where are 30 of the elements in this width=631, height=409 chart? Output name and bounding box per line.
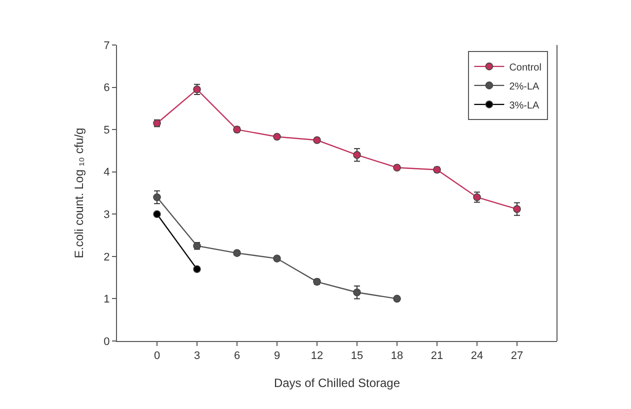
x-tick-label: 18 — [390, 350, 404, 362]
point — [193, 265, 201, 274]
legend-label: 2%-LA — [509, 81, 540, 92]
y-tick-label: 4 — [104, 166, 110, 179]
y-tick-label: 5 — [104, 124, 110, 136]
x-tick-label: 0 — [154, 350, 160, 362]
x-tick-label: 9 — [274, 350, 280, 362]
y-axis-title: E.coli count. Log ₁₀ cfu/g — [72, 128, 86, 258]
point — [353, 151, 361, 159]
point — [393, 294, 401, 303]
x-axis-title: Days of Chilled Storage — [274, 376, 400, 390]
y-tick-label: 7 — [104, 40, 110, 52]
x-tick-label: 24 — [470, 350, 484, 362]
legend-label: 3%-LA — [509, 100, 540, 112]
point — [153, 210, 161, 218]
y-tick-label: 1 — [104, 294, 110, 306]
x-tick-label: 12 — [310, 350, 324, 362]
point — [353, 288, 361, 296]
x-tick-label: 6 — [234, 350, 240, 362]
point — [513, 205, 521, 213]
y-tick-label: 0 — [104, 336, 110, 348]
y-tick-label: 3 — [104, 208, 110, 221]
x-tick-label: 21 — [430, 350, 444, 362]
x-tick-label: 15 — [350, 350, 364, 362]
y-tick-label: 2 — [104, 251, 110, 264]
x-tick-label: 27 — [510, 350, 524, 362]
legend-label: Control — [509, 62, 542, 74]
y-tick-label: 6 — [104, 82, 110, 94]
point — [153, 193, 161, 202]
x-tick-label: 3 — [194, 350, 200, 362]
